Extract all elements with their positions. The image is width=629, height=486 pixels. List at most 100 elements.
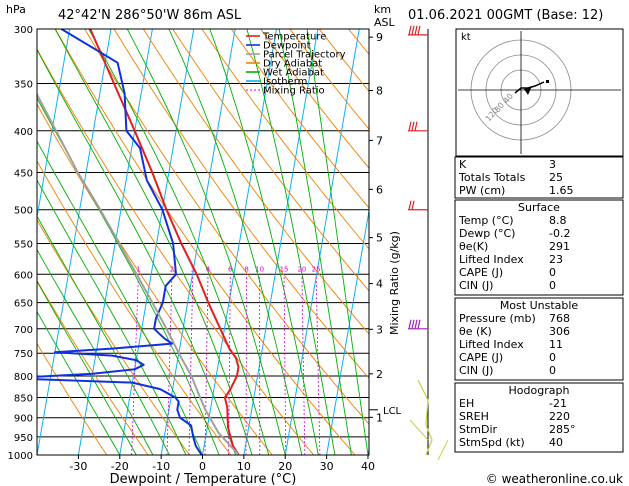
pressure-tick-label: 350 bbox=[14, 80, 33, 91]
table-row-value: 291 bbox=[549, 240, 570, 253]
mixing-ratio-label: 15 bbox=[280, 265, 289, 273]
mixing-ratio-label: 8 bbox=[244, 265, 248, 273]
table-row-value: -21 bbox=[549, 397, 567, 410]
stability-table: K 3 Totals Totals 25 PW (cm) 1.65 Surface Temp … bbox=[454, 156, 624, 453]
pressure-tick-label: 600 bbox=[14, 270, 33, 281]
isotherm-line bbox=[202, 29, 277, 455]
legend-item-label: Dry Adiabat bbox=[263, 59, 322, 70]
dry-adiabat-line bbox=[172, 29, 369, 292]
wind-profile-line bbox=[437, 439, 449, 461]
table-row-value: 0 bbox=[549, 266, 556, 279]
table-row-value: 0 bbox=[549, 364, 556, 377]
table-row-key: Dewp (°C) bbox=[459, 227, 515, 240]
wind-barb-flag bbox=[411, 121, 415, 131]
legend-item-label: Parcel Trajectory bbox=[263, 50, 346, 61]
wind-barb-flag bbox=[411, 319, 415, 329]
legend-item-label: Mixing Ratio bbox=[263, 86, 325, 97]
mixing-ratio-axis-label: Mixing Ratio (g/kg) bbox=[388, 231, 401, 335]
mixing-ratio-label: 1 bbox=[136, 265, 140, 273]
table-section bbox=[454, 297, 624, 381]
table-row-value: 306 bbox=[549, 325, 570, 338]
table-row-value: 23 bbox=[549, 253, 563, 266]
table-row-key: Pressure (mb) bbox=[459, 312, 536, 325]
legend-item-label: Temperature bbox=[262, 32, 326, 43]
table-row-value: 3 bbox=[549, 158, 556, 171]
table-row-key: Temp (°C) bbox=[458, 214, 514, 227]
wet-adiabat-line bbox=[37, 97, 220, 455]
pressure-tick-label: 1000 bbox=[8, 451, 33, 462]
wind-barb-flag bbox=[417, 319, 421, 329]
km-tick-label: 9 bbox=[376, 31, 383, 44]
mixing-ratio-label: 4 bbox=[206, 265, 211, 273]
wind-barb-flag bbox=[408, 25, 412, 35]
pressure-tick-label: 500 bbox=[14, 206, 33, 217]
wet-adiabat-line bbox=[126, 29, 286, 455]
table-row-key: EH bbox=[459, 397, 474, 410]
mixing-ratio-label: 10 bbox=[255, 265, 264, 273]
dry-adiabat-line bbox=[37, 160, 232, 455]
copyright-label: © weatheronline.co.uk bbox=[486, 472, 623, 486]
table-row-key: SREH bbox=[459, 410, 489, 423]
table-row-key: Lifted Index bbox=[459, 253, 524, 266]
dry-adiabat-line bbox=[260, 29, 369, 169]
wet-adiabat-line bbox=[37, 48, 237, 455]
pressure-tick-label: 450 bbox=[14, 168, 33, 179]
mixing-ratio-label: 25 bbox=[312, 265, 321, 273]
table-row-key: CAPE (J) bbox=[459, 351, 503, 364]
table-row-key: Totals Totals bbox=[458, 171, 526, 184]
wet-adiabat-line bbox=[278, 29, 352, 455]
wet-adiabat-line bbox=[37, 280, 137, 455]
km-tick-label: 7 bbox=[376, 134, 383, 147]
isotherm-line bbox=[77, 29, 153, 455]
x-tick-label: -30 bbox=[69, 460, 87, 473]
mixing-ratio-line bbox=[301, 274, 306, 455]
wet-adiabat-line bbox=[37, 140, 203, 455]
dry-adiabat-line bbox=[37, 342, 108, 455]
dry-adiabat-line bbox=[113, 29, 369, 380]
isotherm-line bbox=[160, 29, 236, 455]
wind-barbs bbox=[408, 25, 449, 461]
table-section-title: Most Unstable bbox=[500, 299, 579, 312]
table-section bbox=[454, 382, 624, 453]
wet-adiabat-line bbox=[209, 29, 319, 455]
dry-adiabat-line bbox=[84, 29, 369, 425]
wind-barb-flag bbox=[414, 25, 418, 35]
table-row-value: -0.2 bbox=[549, 227, 570, 240]
x-axis-label: Dewpoint / Temperature (°C) bbox=[110, 472, 297, 486]
hodograph-endpoint bbox=[546, 80, 549, 83]
skewt-grid bbox=[37, 29, 369, 455]
table-row-value: 1.65 bbox=[549, 184, 574, 197]
dry-adiabat-line bbox=[142, 29, 369, 335]
parcel-trajectory-line bbox=[37, 92, 240, 455]
low-level-barb-trace bbox=[417, 379, 433, 456]
table-row-value: 285° bbox=[549, 423, 576, 436]
storm-motion-marker bbox=[524, 86, 532, 95]
km-tick-label: 8 bbox=[376, 85, 383, 98]
isotherm-line bbox=[37, 29, 71, 220]
dry-adiabat-line bbox=[201, 29, 369, 250]
table-row-key: Lifted Index bbox=[459, 338, 524, 351]
wet-adiabat-line bbox=[246, 29, 336, 455]
isotherm-line bbox=[119, 29, 195, 455]
km-tick-label: 2 bbox=[376, 368, 383, 381]
mixing-ratio-label: 2 bbox=[170, 265, 174, 273]
table-row-value: 40 bbox=[549, 436, 563, 449]
wind-barb-flag bbox=[408, 200, 412, 210]
table-row-key: CIN (J) bbox=[459, 279, 493, 292]
hodograph-units-label: kt bbox=[461, 32, 471, 43]
x-tick-label: 0 bbox=[199, 460, 206, 473]
wet-adiabat-line bbox=[306, 29, 369, 455]
table-row-value: 768 bbox=[549, 312, 570, 325]
dry-adiabat-line bbox=[55, 29, 356, 455]
x-tick-label: 20 bbox=[278, 460, 292, 473]
x-tick-label: 10 bbox=[237, 460, 251, 473]
location-label: 42°42'N 286°50'W 86m ASL bbox=[58, 8, 242, 23]
table-row-value: 11 bbox=[549, 338, 563, 351]
wet-adiabat-line bbox=[37, 310, 121, 455]
x-tick-label: -10 bbox=[152, 460, 170, 473]
temperature-line bbox=[89, 29, 240, 455]
km-tick-label: 3 bbox=[376, 323, 383, 336]
pressure-tick-label: 300 bbox=[14, 25, 33, 36]
pressure-tick-label: 800 bbox=[14, 372, 33, 383]
